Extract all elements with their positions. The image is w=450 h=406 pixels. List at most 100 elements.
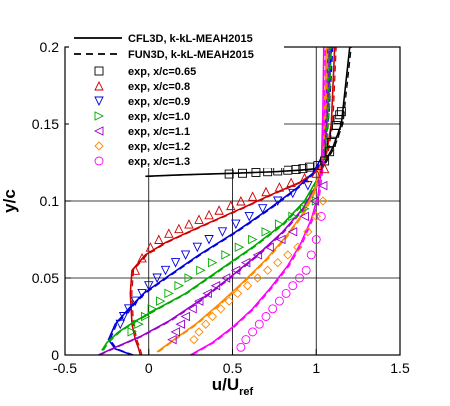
data-point-4 bbox=[202, 288, 212, 299]
cfd-solid-curve-2 bbox=[107, 46, 333, 356]
data-point-6 bbox=[295, 273, 304, 283]
data-point-1 bbox=[236, 195, 246, 206]
legend-label-series-3: exp, x/c=1.0 bbox=[128, 111, 190, 123]
data-point-2 bbox=[217, 227, 228, 237]
data-point-1 bbox=[214, 205, 224, 215]
legend-label-series-6: exp, x/c=1.3 bbox=[128, 156, 190, 168]
data-point-6 bbox=[316, 211, 326, 221]
data-point-2 bbox=[160, 265, 171, 276]
legend-label-series-1: exp, x/c=0.8 bbox=[128, 81, 190, 93]
data-point-4 bbox=[264, 242, 274, 252]
data-point-2 bbox=[244, 211, 254, 222]
data-point-5 bbox=[207, 311, 218, 322]
data-point-3 bbox=[174, 280, 184, 291]
data-point-6 bbox=[261, 312, 271, 321]
legend-label-series-2: exp, x/c=0.9 bbox=[128, 96, 190, 108]
data-point-6 bbox=[274, 296, 284, 306]
data-point-1 bbox=[184, 219, 194, 229]
data-point-0 bbox=[251, 168, 261, 177]
data-point-6 bbox=[311, 235, 321, 244]
data-point-3 bbox=[164, 288, 174, 299]
data-point-4 bbox=[170, 327, 181, 337]
data-point-2 bbox=[144, 281, 154, 291]
data-point-2 bbox=[288, 188, 298, 199]
data-point-5 bbox=[194, 327, 204, 337]
data-point-1 bbox=[174, 223, 184, 234]
legend-marker-0 bbox=[94, 66, 104, 76]
data-point-3 bbox=[207, 257, 218, 268]
data-point-3 bbox=[127, 327, 138, 337]
data-point-1 bbox=[274, 182, 285, 192]
data-point-6 bbox=[248, 327, 258, 337]
data-point-4 bbox=[193, 296, 204, 306]
data-point-6 bbox=[254, 319, 264, 329]
data-point-1 bbox=[204, 209, 214, 220]
data-point-0 bbox=[325, 147, 335, 157]
x-tick-label: 1.5 bbox=[390, 360, 410, 376]
data-point-1 bbox=[247, 191, 258, 201]
data-point-3 bbox=[261, 227, 272, 237]
data-point-1 bbox=[226, 200, 236, 211]
data-point-3 bbox=[196, 265, 206, 276]
data-point-6 bbox=[281, 288, 291, 298]
data-point-4 bbox=[276, 234, 286, 245]
data-point-5 bbox=[311, 211, 321, 222]
legend-label-series-5: exp, x/c=1.2 bbox=[128, 141, 190, 153]
legend-background bbox=[69, 30, 284, 168]
data-point-2 bbox=[204, 235, 214, 245]
data-point-1 bbox=[145, 242, 156, 252]
data-point-5 bbox=[273, 257, 283, 268]
data-point-2 bbox=[170, 258, 181, 268]
data-point-0 bbox=[331, 121, 341, 130]
data-point-2 bbox=[231, 219, 241, 230]
data-point-6 bbox=[306, 250, 316, 260]
data-point-0 bbox=[224, 169, 234, 179]
data-point-5 bbox=[263, 265, 273, 275]
cfd-curves bbox=[98, 46, 352, 356]
data-point-4 bbox=[180, 311, 191, 322]
data-point-2 bbox=[257, 204, 268, 214]
x-tick-label: 0 bbox=[145, 360, 153, 376]
data-point-4 bbox=[187, 304, 197, 314]
data-point-1 bbox=[194, 214, 204, 224]
data-point-4 bbox=[317, 180, 328, 191]
y-tick-label: 0.05 bbox=[32, 270, 59, 286]
data-point-4 bbox=[240, 257, 251, 268]
data-point-3 bbox=[147, 304, 158, 314]
data-point-1 bbox=[261, 186, 271, 197]
data-point-2 bbox=[115, 319, 126, 330]
data-point-5 bbox=[232, 288, 243, 299]
data-point-1 bbox=[164, 228, 174, 238]
data-point-0 bbox=[336, 107, 346, 117]
legend-marker-4 bbox=[93, 126, 104, 136]
cfd-dashed-curve-2 bbox=[109, 46, 334, 356]
y-tick-label: 0.2 bbox=[40, 39, 60, 55]
data-point-3 bbox=[156, 296, 166, 306]
cfd-solid-curve-6 bbox=[190, 46, 325, 356]
data-point-2 bbox=[272, 196, 283, 207]
data-point-5 bbox=[242, 281, 253, 291]
data-point-4 bbox=[287, 227, 298, 237]
x-axis-title: u/Uref bbox=[212, 375, 254, 398]
data-point-0 bbox=[335, 110, 345, 120]
data-point-5 bbox=[252, 273, 263, 283]
data-point-0 bbox=[326, 138, 336, 147]
data-point-4 bbox=[299, 211, 309, 222]
legend-marker-6 bbox=[94, 156, 104, 166]
data-point-2 bbox=[130, 296, 141, 307]
data-point-2 bbox=[303, 181, 313, 191]
data-point-1 bbox=[137, 252, 147, 263]
data-point-6 bbox=[268, 304, 278, 314]
legend-label-series-4: exp, x/c=1.1 bbox=[128, 126, 190, 138]
data-point-2 bbox=[192, 242, 203, 253]
data-point-5 bbox=[303, 227, 313, 237]
data-point-6 bbox=[236, 342, 246, 352]
x-axis-title-main: u/U bbox=[212, 375, 239, 394]
data-point-1 bbox=[319, 163, 330, 174]
data-point-0 bbox=[238, 168, 248, 178]
data-point-0 bbox=[291, 164, 301, 174]
x-tick-label: 0.5 bbox=[223, 360, 243, 376]
data-point-4 bbox=[230, 265, 241, 276]
data-point-3 bbox=[234, 242, 245, 252]
